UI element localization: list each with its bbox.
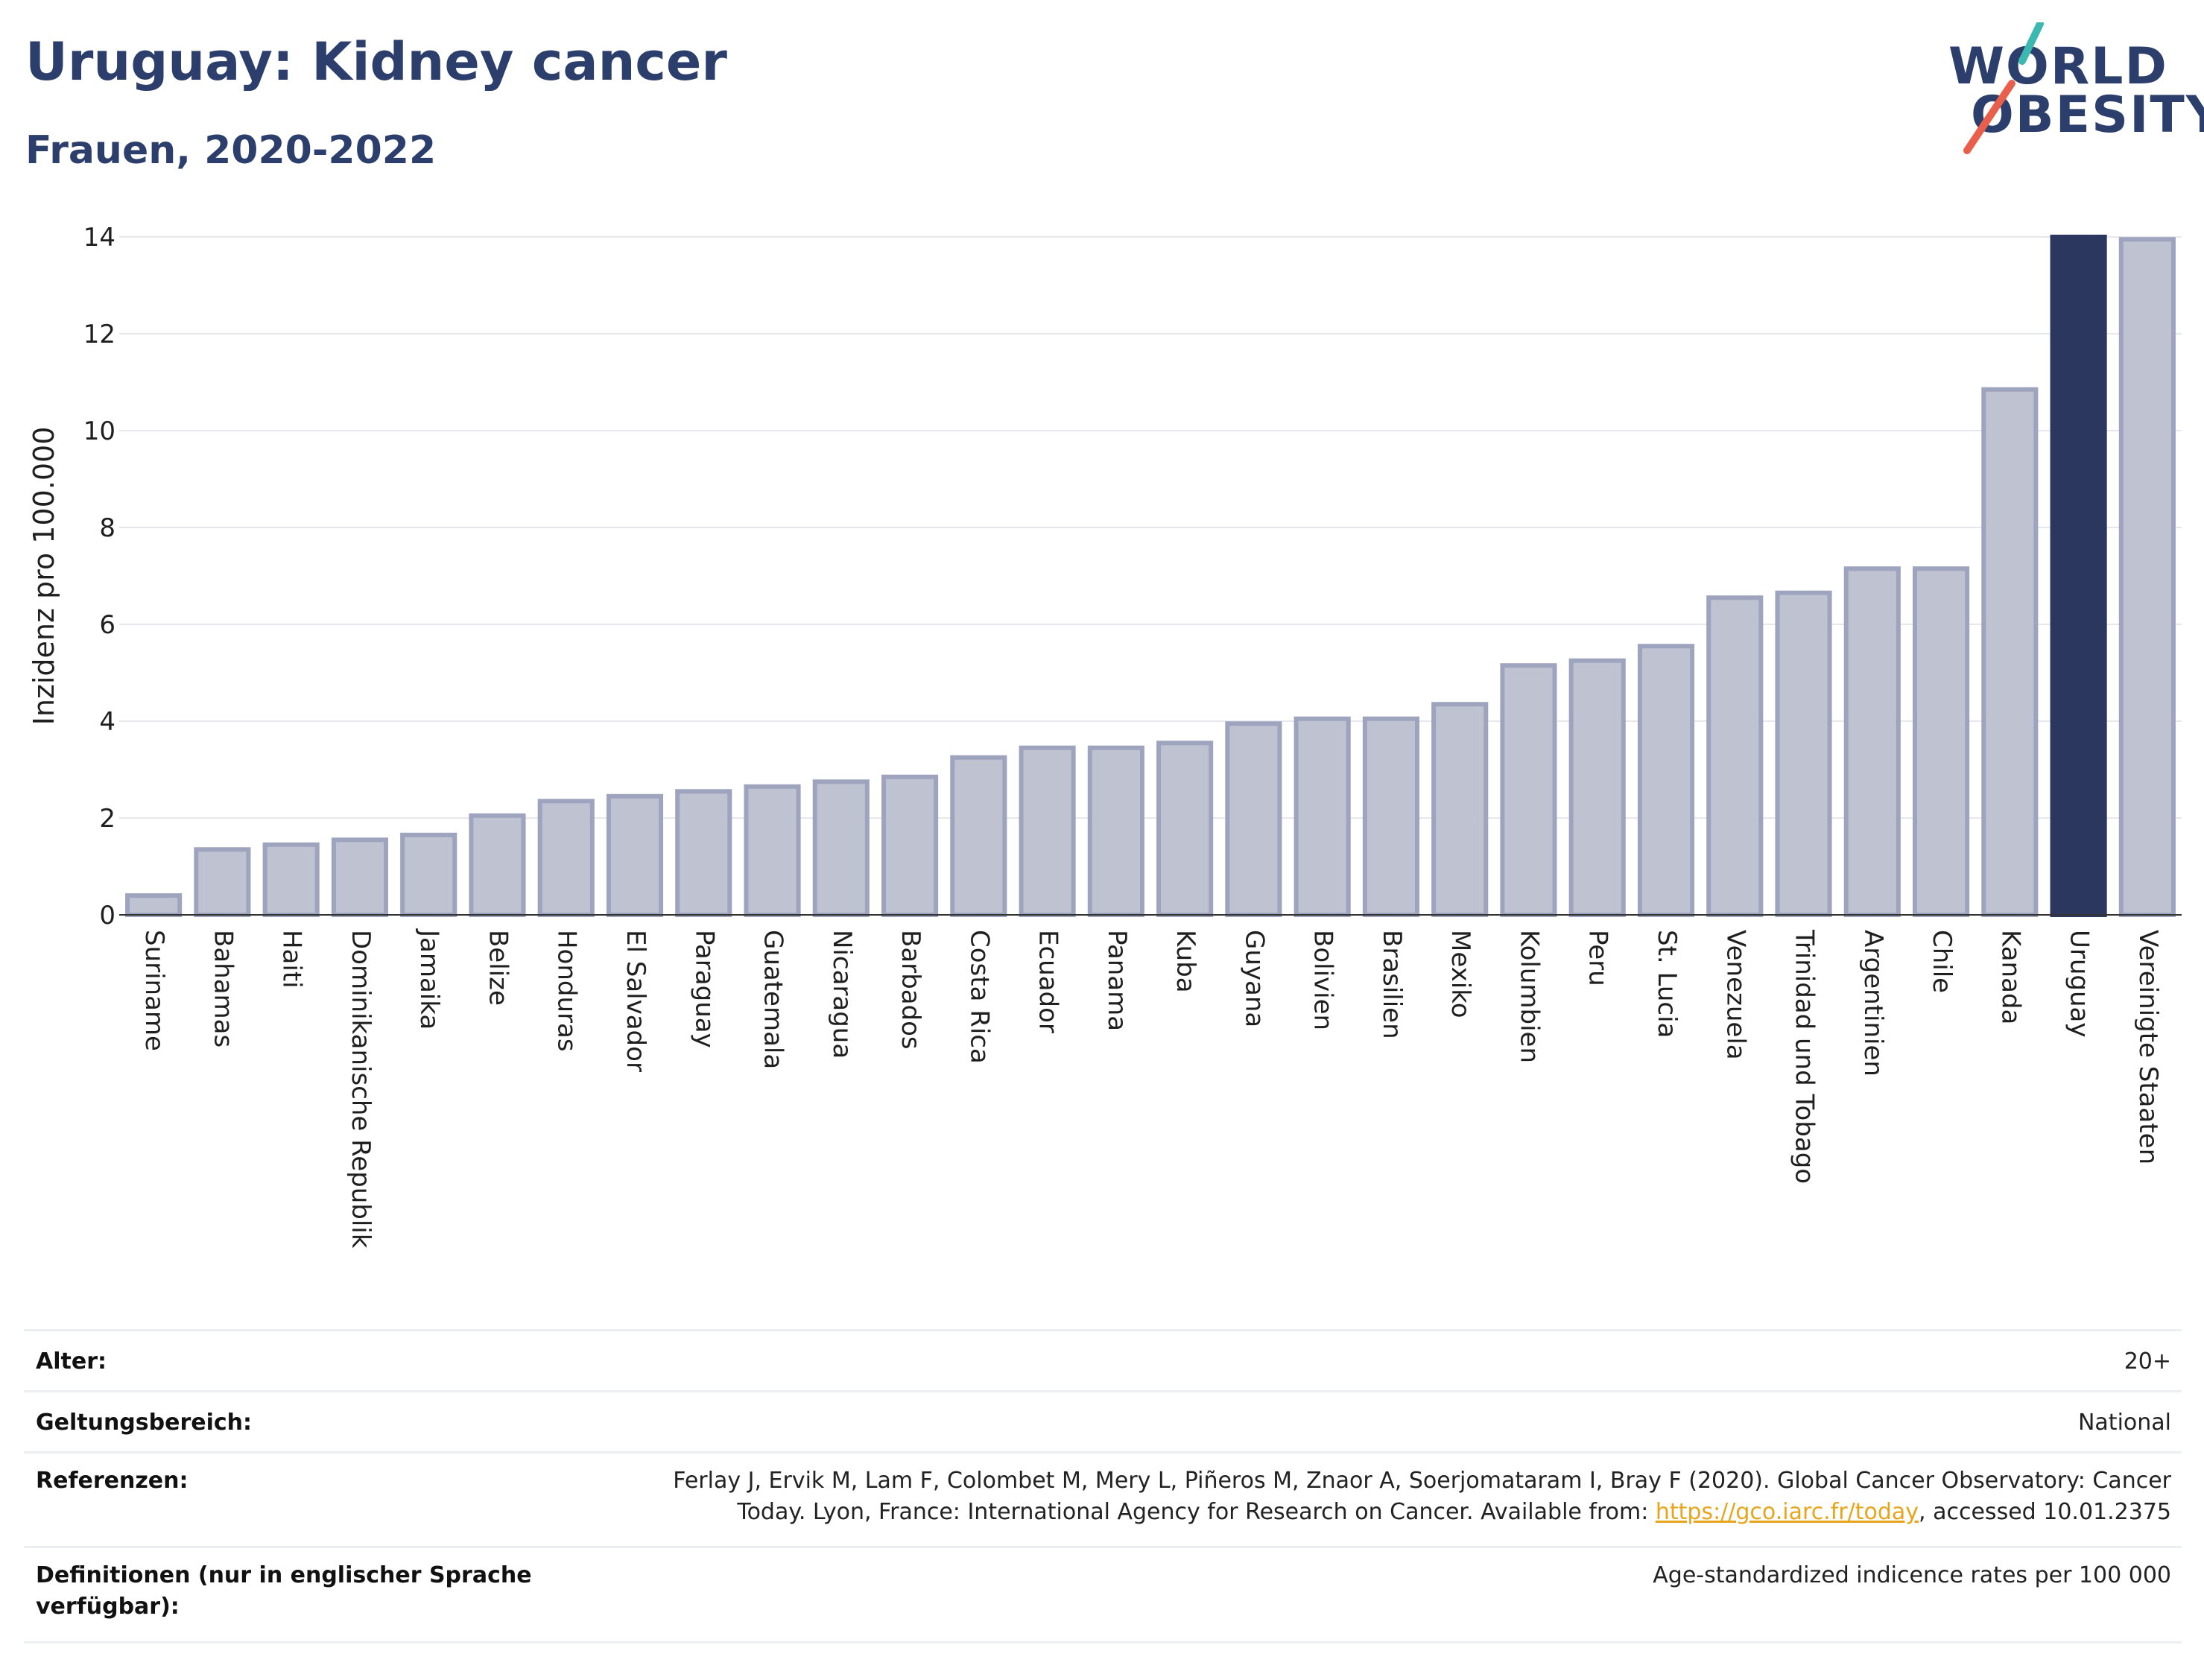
x-tick-label: Bahamas	[208, 930, 238, 1047]
y-tick-label: 8	[99, 513, 115, 543]
scope-label: Geltungsbereich:	[36, 1410, 253, 1436]
references-line-2: Today. Lyon, France: International Agenc…	[673, 1497, 2171, 1528]
logo-slash-icon	[1963, 22, 2044, 154]
x-tick-label: Uruguay	[2065, 930, 2094, 1038]
y-tick-label: 10	[83, 416, 115, 446]
x-tick-label: Kolumbien	[1514, 930, 1544, 1063]
bar-uruguay[interactable]	[2050, 235, 2107, 917]
age-value: 20+	[2124, 1348, 2171, 1375]
x-tick-label: Argentinien	[1858, 930, 1888, 1077]
y-axis-label: Inzidenz pro 100.000	[28, 427, 60, 726]
bar-kuba[interactable]	[1156, 741, 1214, 917]
x-tick-label: Haiti	[277, 930, 307, 989]
definitions-label-line-2: verfügbar):	[36, 1594, 180, 1620]
references-label: Referenzen:	[36, 1468, 189, 1494]
x-tick-label: Panama	[1102, 930, 1132, 1031]
x-tick-label: Mexiko	[1445, 930, 1475, 1018]
references-value: Ferlay J, Ervik M, Lam F, Colombet M, Me…	[673, 1465, 2171, 1528]
age-label: Alter:	[36, 1348, 107, 1375]
x-tick-label: Chile	[1927, 930, 1957, 993]
x-tick-label: Guatemala	[759, 930, 788, 1069]
x-tick-label: Suriname	[139, 930, 169, 1051]
bar-panama[interactable]	[1087, 745, 1144, 917]
bar-costa-rica[interactable]	[950, 755, 1007, 917]
bar-guyana[interactable]	[1225, 721, 1282, 917]
bar-mexiko[interactable]	[1431, 702, 1489, 917]
references-link[interactable]: https://gco.iarc.fr/today	[1655, 1499, 1919, 1525]
bar-vereinigte-staaten[interactable]	[2118, 237, 2176, 917]
bar-jamaika[interactable]	[400, 832, 457, 917]
grid-lines	[119, 236, 2182, 819]
bar-venezuela[interactable]	[1706, 595, 1764, 917]
x-tick-label: Honduras	[552, 930, 582, 1052]
x-tick-label: Guyana	[1239, 930, 1269, 1027]
references-line-1: Ferlay J, Ervik M, Lam F, Colombet M, Me…	[673, 1468, 2171, 1494]
x-tick-label: Dominikanische Republik	[346, 930, 376, 1249]
bar-kolumbien[interactable]	[1500, 663, 1557, 917]
bar-guatemala[interactable]	[744, 784, 801, 917]
bar-trinidad-und-tobago[interactable]	[1775, 590, 1832, 917]
references-line-2-suffix: , accessed 10.01.2375	[1919, 1499, 2171, 1525]
x-tick-label: Kanada	[1995, 930, 2025, 1024]
y-tick-label: 14	[83, 223, 115, 253]
y-tick-label: 4	[99, 707, 115, 737]
x-tick-label: Paraguay	[689, 930, 719, 1048]
definitions-label-line-1: Definitionen (nur in englischer Sprache	[36, 1562, 532, 1588]
meta-row-references: Referenzen: Ferlay J, Ervik M, Lam F, Co…	[24, 1451, 2182, 1547]
y-tick-label: 0	[99, 901, 115, 931]
bar-paraguay[interactable]	[675, 789, 732, 917]
x-tick-label: Bolivien	[1308, 930, 1338, 1030]
references-line-2-prefix: Today. Lyon, France: International Agenc…	[737, 1499, 1656, 1525]
bar-bolivien[interactable]	[1293, 716, 1351, 917]
meta-row-scope: Geltungsbereich: National	[24, 1390, 2182, 1452]
bar-argentinien[interactable]	[1843, 566, 1901, 917]
x-tick-label: St. Lucia	[1652, 930, 1682, 1038]
bar-haiti[interactable]	[262, 842, 320, 917]
bar-belize[interactable]	[469, 813, 526, 917]
x-tick-label: Belize	[483, 930, 513, 1006]
x-tick-label: Trinidad und Tobago	[1790, 929, 1820, 1184]
logo-line-1: WORLD	[1948, 37, 2168, 96]
bar-honduras[interactable]	[537, 799, 595, 917]
y-tick-label: 12	[83, 320, 115, 349]
bar-ecuador[interactable]	[1019, 745, 1076, 917]
bar-brasilien[interactable]	[1362, 716, 1419, 917]
logo-line-2: OBESITY	[1971, 86, 2204, 145]
x-tick-label: Brasilien	[1377, 930, 1407, 1039]
bar-bahamas[interactable]	[194, 847, 251, 917]
bar-chile[interactable]	[1913, 566, 1970, 917]
x-tick-label: Nicaragua	[827, 930, 857, 1059]
bar-kanada[interactable]	[1981, 387, 2039, 917]
bar-nicaragua[interactable]	[812, 779, 870, 917]
chart-title: Uruguay: Kidney cancer	[25, 31, 727, 92]
y-tick-label: 2	[99, 804, 115, 834]
x-tick-label: Kuba	[1171, 930, 1200, 993]
x-tick-label: Venezuela	[1720, 930, 1750, 1060]
bar-peru[interactable]	[1568, 658, 1626, 917]
definitions-label: Definitionen (nur in englischer Sprache …	[36, 1560, 532, 1623]
x-tick-label: Jamaika	[414, 928, 444, 1030]
scope-value: National	[2077, 1410, 2171, 1436]
x-tick-label: Vereinigte Staaten	[2133, 930, 2163, 1164]
bar-el-salvador[interactable]	[606, 793, 664, 917]
bars	[125, 235, 2176, 917]
chart-subtitle: Frauen, 2020-2022	[25, 128, 437, 173]
meta-row-age: Alter: 20+	[24, 1329, 2182, 1391]
bar-dominikanische-republik[interactable]	[331, 837, 388, 917]
world-obesity-logo[interactable]: WORLD OBESITY	[1937, 22, 2204, 156]
x-tick-label: Barbados	[896, 930, 925, 1050]
x-tick-label: El Salvador	[621, 930, 650, 1072]
x-tick-label: Ecuador	[1033, 930, 1063, 1033]
x-tick-labels: Suriname Bahamas Haiti Dominikanische Repub…	[139, 928, 2163, 1249]
meta-row-definitions: Definitionen (nur in englischer Sprache …	[24, 1546, 2182, 1643]
x-tick-label: Peru	[1583, 930, 1613, 986]
bar-barbados[interactable]	[881, 774, 939, 917]
bar-chart: 0 2 4 6 8 10 12 14 Suriname Bahamas Haiti Dominika…	[28, 223, 2182, 1249]
x-tick-label: Costa Rica	[964, 930, 994, 1064]
bar-suriname[interactable]	[125, 893, 183, 917]
bar-st-lucia[interactable]	[1637, 644, 1695, 917]
y-tick-label: 6	[99, 610, 115, 640]
definitions-value: Age-standardized indicence rates per 100…	[1653, 1562, 2171, 1588]
y-tick-labels: 0 2 4 6 8 10 12 14	[83, 223, 115, 931]
